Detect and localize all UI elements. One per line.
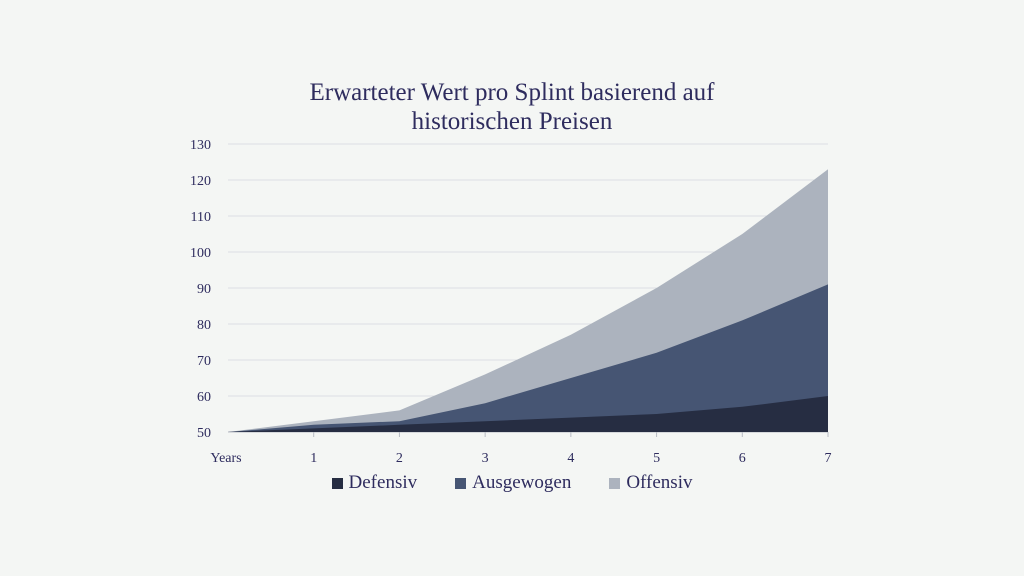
chart-title-line-2: historischen Preisen [411,108,613,135]
y-tick-label: 120 [190,174,211,189]
legend-item-ausgewogen: Ausgewogen [455,472,571,494]
legend-swatch [331,477,343,489]
y-tick-label: 100 [190,246,211,261]
y-tick-label: 130 [190,138,211,153]
area-series-defensiv [228,396,828,432]
y-tick-label: 60 [197,390,211,405]
legend-label: Ausgewogen [472,472,572,493]
x-tick-label: 7 [825,451,832,466]
x-tick-label: 1 [310,451,317,466]
area-series-ausgewogen [228,284,828,432]
legend-swatch [609,477,621,489]
x-tick-label: 5 [653,451,660,466]
y-tick-label: 70 [197,354,211,369]
x-tick-label: 6 [739,451,746,466]
y-tick-label: 90 [197,282,211,297]
chart-legend: Defensiv Ausgewogen Offensiv [0,472,1024,494]
x-tick-label: 2 [396,451,403,466]
legend-label: Defensiv [348,472,418,493]
chart-title: Erwarteter Wert pro Splint basierend auf… [0,78,1024,136]
y-tick-label: 110 [191,210,211,225]
area-layer [228,169,828,432]
legend-item-defensiv: Defensiv [331,472,418,494]
x-tick-label: 3 [482,451,489,466]
legend-swatch [455,477,467,489]
x-tick-label: Years [210,451,241,466]
axis-layer: 50 60 70 80 90 100 110 120 130 Years 1 2 3 4 5 6 7 [190,138,832,466]
legend-label: Offensiv [626,472,693,493]
y-tick-label: 80 [197,318,211,333]
legend-item-offensiv: Offensiv [609,472,692,494]
y-tick-label: 50 [197,426,211,441]
x-tick-label: 4 [567,451,574,466]
chart-title-line-1: Erwarteter Wert pro Splint basierend auf [309,79,715,106]
